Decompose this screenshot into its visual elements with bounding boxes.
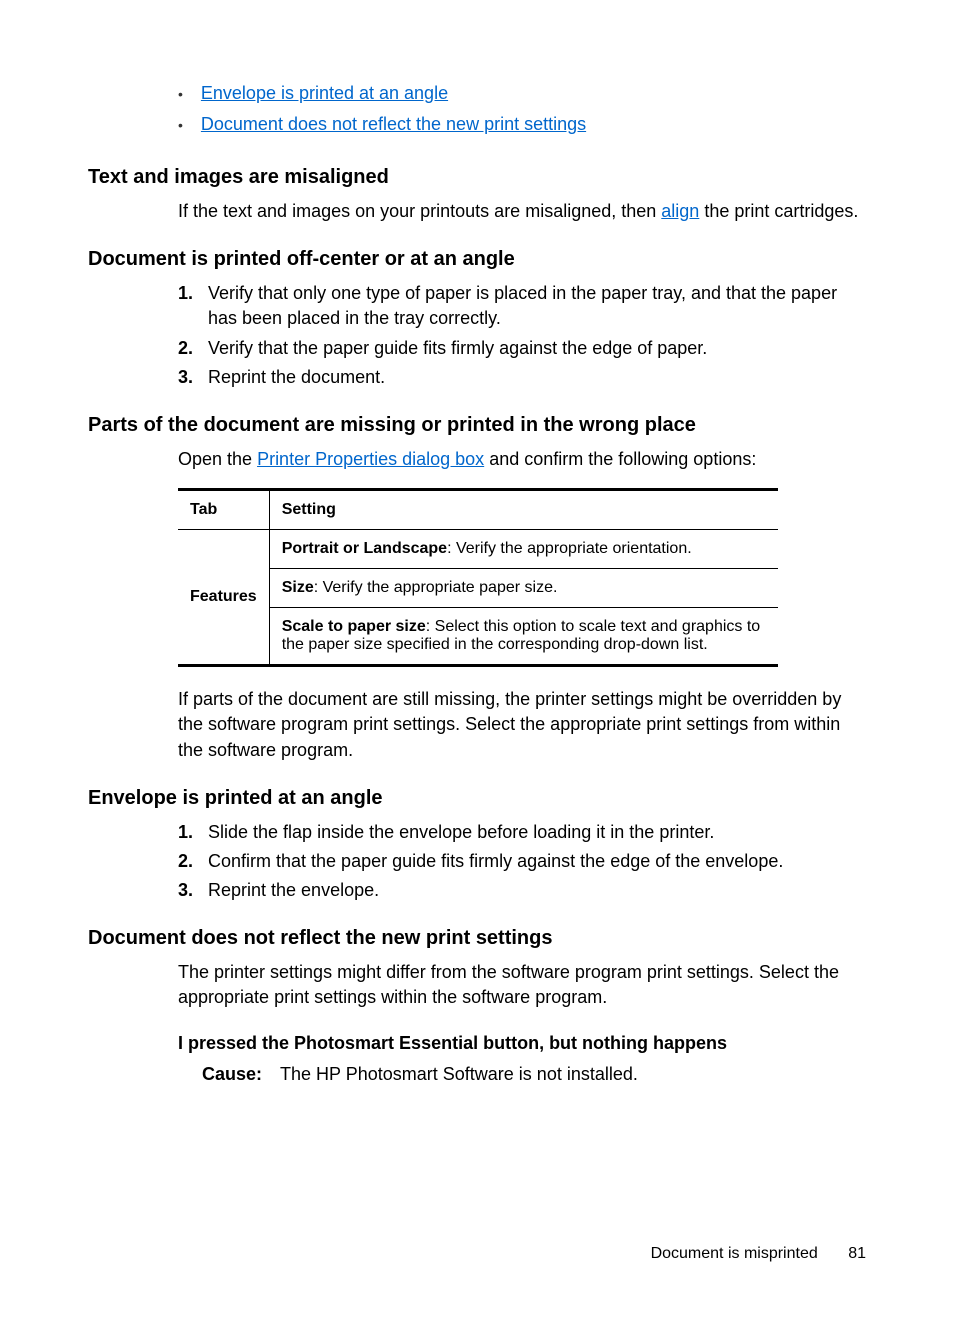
heading-text-misaligned: Text and images are misaligned xyxy=(88,166,866,189)
list-number: 1. xyxy=(178,820,208,845)
top-link-list: • Envelope is printed at an angle • Docu… xyxy=(178,80,866,138)
list-text: Slide the flap inside the envelope befor… xyxy=(208,820,714,845)
heading-new-print-settings: Document does not reflect the new print … xyxy=(88,927,866,950)
list-item: 2. Confirm that the paper guide fits fir… xyxy=(178,849,866,874)
bullet-icon: • xyxy=(178,115,183,136)
table-row: Features Portrait or Landscape: Verify t… xyxy=(178,530,778,569)
link-envelope-angle[interactable]: Envelope is printed at an angle xyxy=(201,80,448,107)
list-item: 1. Slide the flap inside the envelope be… xyxy=(178,820,866,845)
list-number: 3. xyxy=(178,878,208,903)
heading-parts-missing: Parts of the document are missing or pri… xyxy=(88,414,866,437)
paragraph: If parts of the document are still missi… xyxy=(178,687,866,763)
link-align[interactable]: align xyxy=(661,201,699,221)
setting-name: Size xyxy=(282,579,314,596)
list-item: • Envelope is printed at an angle xyxy=(178,80,866,107)
table-cell-setting: Portrait or Landscape: Verify the approp… xyxy=(269,530,778,569)
list-text: Reprint the document. xyxy=(208,365,385,390)
table-header-tab: Tab xyxy=(178,490,269,530)
list-item: • Document does not reflect the new prin… xyxy=(178,111,866,138)
text: If the text and images on your printouts… xyxy=(178,201,661,221)
setting-name: Portrait or Landscape xyxy=(282,540,447,557)
list-text: Reprint the envelope. xyxy=(208,878,379,903)
footer-title: Document is misprinted xyxy=(651,1245,818,1262)
setting-desc: : Verify the appropriate paper size. xyxy=(314,579,558,596)
link-doc-settings[interactable]: Document does not reflect the new print … xyxy=(201,111,586,138)
list-item: 2. Verify that the paper guide fits firm… xyxy=(178,336,866,361)
setting-name: Scale to paper size xyxy=(282,618,426,635)
list-number: 1. xyxy=(178,281,208,306)
ordered-list: 1. Slide the flap inside the envelope be… xyxy=(178,820,866,904)
list-number: 2. xyxy=(178,849,208,874)
heading-photosmart: I pressed the Photosmart Essential butto… xyxy=(178,1033,866,1054)
list-text: Verify that the paper guide fits firmly … xyxy=(208,336,707,361)
paragraph: Open the Printer Properties dialog box a… xyxy=(178,447,866,472)
list-item: 1. Verify that only one type of paper is… xyxy=(178,281,866,331)
setting-desc: : Verify the appropriate orientation. xyxy=(447,540,692,557)
cause-text: The HP Photosmart Software is not instal… xyxy=(280,1064,638,1084)
list-item: 3. Reprint the envelope. xyxy=(178,878,866,903)
paragraph: The printer settings might differ from t… xyxy=(178,960,866,1010)
paragraph: If the text and images on your printouts… xyxy=(178,199,866,224)
page-footer: Document is misprinted 81 xyxy=(651,1245,866,1263)
table-cell-setting: Size: Verify the appropriate paper size. xyxy=(269,569,778,608)
text: the print cartridges. xyxy=(699,201,858,221)
settings-table: Tab Setting Features Portrait or Landsca… xyxy=(178,488,778,667)
heading-envelope-angle: Envelope is printed at an angle xyxy=(88,787,866,810)
ordered-list: 1. Verify that only one type of paper is… xyxy=(178,281,866,390)
table-cell-tab: Features xyxy=(178,530,269,666)
footer-page-number: 81 xyxy=(848,1245,866,1262)
text: and confirm the following options: xyxy=(484,449,756,469)
list-text: Verify that only one type of paper is pl… xyxy=(208,281,866,331)
heading-off-center: Document is printed off-center or at an … xyxy=(88,248,866,271)
table-header-row: Tab Setting xyxy=(178,490,778,530)
table-cell-setting: Scale to paper size: Select this option … xyxy=(269,608,778,666)
text: Open the xyxy=(178,449,257,469)
table-header-setting: Setting xyxy=(269,490,778,530)
cause-block: Cause: The HP Photosmart Software is not … xyxy=(202,1062,866,1087)
list-item: 3. Reprint the document. xyxy=(178,365,866,390)
cause-label: Cause: xyxy=(202,1064,262,1084)
list-number: 3. xyxy=(178,365,208,390)
link-printer-properties[interactable]: Printer Properties dialog box xyxy=(257,449,484,469)
list-text: Confirm that the paper guide fits firmly… xyxy=(208,849,783,874)
list-number: 2. xyxy=(178,336,208,361)
bullet-icon: • xyxy=(178,84,183,105)
